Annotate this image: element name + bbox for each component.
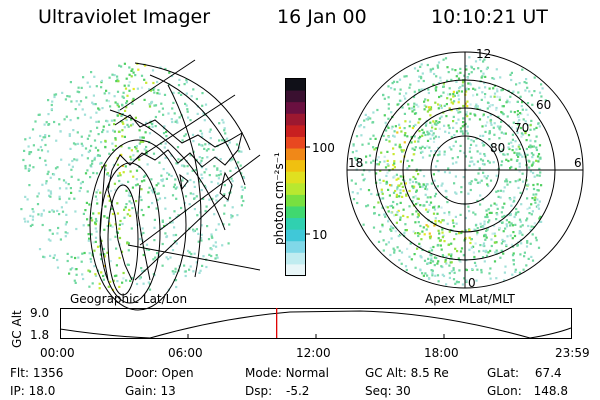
altitude-xtick-2359: 23:59 xyxy=(555,346,590,360)
altitude-xticks xyxy=(187,334,445,339)
polar-grid xyxy=(346,51,584,289)
date-label: 16 Jan 00 xyxy=(277,6,367,28)
mlt-label-18: 18 xyxy=(348,156,364,170)
colorbar-swatch xyxy=(286,113,305,126)
colorbar-swatch xyxy=(286,102,305,115)
glon-value: 148.8 xyxy=(533,384,568,398)
altitude-curve xyxy=(59,310,572,339)
colorbar-swatch xyxy=(286,125,305,138)
colorbar-swatch xyxy=(286,148,305,161)
seq-value: 30 xyxy=(395,384,411,398)
door-value: Open xyxy=(161,366,194,380)
colorbar-swatches xyxy=(286,79,305,277)
glon-label: GLon: xyxy=(487,384,522,398)
mlt-label-12: 12 xyxy=(476,47,492,61)
altitude-xtick-1800: 18:00 xyxy=(424,346,459,360)
colorbar-swatch xyxy=(286,264,305,277)
altitude-xtick-1200: 12:00 xyxy=(296,346,331,360)
geographic-caption: Geographic Lat/Lon xyxy=(70,292,188,306)
colorbar-swatch xyxy=(286,194,305,207)
gain-label: Gain: xyxy=(125,384,157,398)
glat-value: 67.4 xyxy=(534,366,562,380)
coastlines xyxy=(107,114,243,281)
polar-mlt-plot xyxy=(346,51,584,289)
auroral-emission-speckle xyxy=(20,62,246,291)
colorbar-swatch xyxy=(286,252,305,265)
colorbar-swatch xyxy=(286,241,305,254)
colorbar-swatch xyxy=(286,171,305,184)
altitude-plot xyxy=(59,308,572,339)
colorbar xyxy=(285,78,310,277)
colorbar-unit-label: photon cm⁻²s⁻¹ xyxy=(272,152,286,245)
mlat-label-60: 60 xyxy=(536,98,552,112)
colorbar-swatch xyxy=(286,160,305,173)
glat-label: GLat: xyxy=(487,366,520,380)
colorbar-tick-10: 10 xyxy=(312,228,328,242)
ip-label: IP: xyxy=(10,384,25,398)
dsp-label: Dsp: xyxy=(245,384,273,398)
time-label: 10:10:21 UT xyxy=(431,6,548,28)
colorbar-swatch xyxy=(286,218,305,231)
altitude-xtick-0000: 00:00 xyxy=(40,346,75,360)
gain-value: 13 xyxy=(160,384,176,398)
colorbar-swatch xyxy=(286,183,305,196)
mode-label: Mode: xyxy=(245,366,282,380)
colorbar-swatch xyxy=(286,79,305,92)
geo-grid xyxy=(89,59,261,311)
dsp-value: -5.2 xyxy=(285,384,310,398)
colorbar-swatch xyxy=(286,136,305,150)
instrument-title: Ultraviolet Imager xyxy=(38,6,211,28)
flt-label: Flt: xyxy=(10,366,29,380)
seq-label: Seq: xyxy=(365,384,392,398)
altitude-ytick-high: 9.0 xyxy=(30,306,50,320)
mlt-label-6: 6 xyxy=(574,156,582,170)
gcalt-label: GC Alt: xyxy=(365,366,407,380)
colorbar-tick-100: 100 xyxy=(312,141,335,155)
mlt-label-0: 0 xyxy=(468,276,476,290)
polar-emission-speckle xyxy=(350,56,547,286)
mlat-label-80: 80 xyxy=(490,141,506,155)
colorbar-swatch xyxy=(286,206,305,219)
mlat-label-70: 70 xyxy=(514,121,530,135)
colorbar-frame xyxy=(285,78,306,276)
altitude-xtick-0600: 06:00 xyxy=(168,346,203,360)
gcalt-value: 8.5 Re xyxy=(410,366,449,380)
altitude-ytick-low: 1.8 xyxy=(30,328,50,342)
altitude-ylabel: GC Alt xyxy=(10,310,24,348)
colorbar-swatch xyxy=(286,229,305,242)
door-label: Door: xyxy=(125,366,158,380)
colorbar-swatch xyxy=(286,90,305,103)
flt-value: 1356 xyxy=(32,366,64,380)
ip-value: 18.0 xyxy=(28,384,56,398)
mode-value: Normal xyxy=(285,366,329,380)
geographic-image xyxy=(20,59,261,311)
polar-caption: Apex MLat/MLT xyxy=(425,292,515,306)
